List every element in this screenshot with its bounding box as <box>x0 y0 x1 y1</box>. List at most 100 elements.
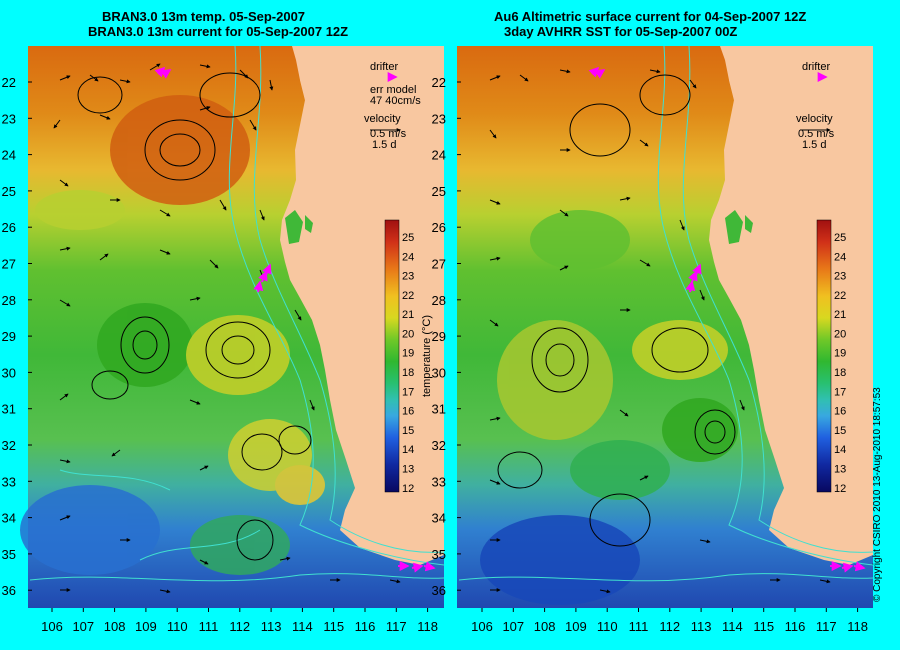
right-legend-drifter: drifter <box>802 61 830 73</box>
left-land <box>280 46 444 565</box>
right-title-line1: Au6 Altimetric surface current for 04-Se… <box>494 9 807 24</box>
lon-tick-label: 110 <box>597 619 618 634</box>
lat-tick-label: 30 <box>2 365 16 380</box>
colorbar-tick-label: 21 <box>834 309 846 321</box>
left-colorbar-gradient <box>384 219 400 493</box>
colorbar-tick-label: 24 <box>834 251 846 263</box>
right-sst-patches <box>480 210 738 605</box>
right-lat-axis: 22 23 24 25 26 27 28 29 30 31 32 33 34 35 36 <box>432 75 461 598</box>
right-colorbar-ticks: 25 24 23 22 21 20 19 18 17 16 15 14 13 12 <box>834 232 846 495</box>
lon-tick-label: 115 <box>323 619 344 634</box>
colorbar-tick-label: 22 <box>402 290 414 302</box>
right-contours <box>458 45 874 582</box>
lat-tick-label: 31 <box>432 402 446 417</box>
left-legend-drifter: drifter <box>370 61 398 73</box>
lat-tick-label: 34 <box>432 511 446 526</box>
lat-tick-label: 27 <box>432 257 446 272</box>
colorbar-tick-label: 15 <box>834 425 846 437</box>
lon-tick-label: 108 <box>534 619 556 634</box>
left-legend-err-model: err model <box>370 84 416 96</box>
lat-tick-label: 26 <box>2 220 16 235</box>
lon-tick-label: 117 <box>386 619 407 634</box>
lon-tick-label: 113 <box>261 619 282 634</box>
lat-tick-label: 23 <box>2 111 16 126</box>
lat-tick-label: 22 <box>2 75 16 90</box>
lat-tick-label: 33 <box>2 474 16 489</box>
left-legend-velocity: velocity <box>364 113 401 125</box>
lat-tick-label: 28 <box>2 293 16 308</box>
colorbar-tick-label: 13 <box>402 463 414 475</box>
lat-tick-label: 32 <box>432 438 446 453</box>
lon-tick-label: 106 <box>41 619 63 634</box>
colorbar-tick-label: 23 <box>834 271 846 283</box>
right-islands <box>725 210 753 244</box>
right-map-panel <box>457 45 874 608</box>
left-legend-velocity-time: 1.5 d <box>372 139 396 151</box>
right-drifters <box>588 66 866 573</box>
colorbar-tick-label: 21 <box>402 309 414 321</box>
lat-tick-label: 36 <box>2 583 16 598</box>
colorbar-tick-label: 12 <box>402 483 414 495</box>
colorbar-tick-label: 20 <box>834 328 846 340</box>
left-contours <box>29 45 445 582</box>
left-drifters <box>154 66 436 573</box>
lat-tick-label: 22 <box>432 75 446 90</box>
right-legend: drifter velocity 0.5 m/s 1.5 d <box>796 61 835 151</box>
lon-tick-label: 110 <box>167 619 188 634</box>
left-map-panel <box>20 45 445 608</box>
lat-tick-label: 35 <box>2 547 16 562</box>
right-colorbar-gradient <box>816 219 832 493</box>
colorbar-tick-label: 25 <box>834 232 846 244</box>
colorbar-tick-label: 16 <box>834 406 846 418</box>
left-title-line2: BRAN3.0 13m current for 05-Sep-2007 12Z <box>88 24 349 39</box>
colorbar-tick-label: 12 <box>834 483 846 495</box>
lon-tick-label: 118 <box>847 619 868 634</box>
colorbar-tick-label: 18 <box>834 367 846 379</box>
colorbar-tick-label: 23 <box>402 271 414 283</box>
left-lat-axis: 22 23 24 25 26 27 28 29 30 31 32 33 34 35 36 <box>2 75 32 598</box>
colorbar-tick-label: 25 <box>402 232 414 244</box>
lat-tick-label: 36 <box>432 583 446 598</box>
right-current-field <box>489 69 831 594</box>
left-title-line1: BRAN3.0 13m temp. 05-Sep-2007 <box>102 9 306 24</box>
left-sst-patches <box>20 95 325 575</box>
right-land <box>709 46 873 565</box>
lat-tick-label: 35 <box>432 547 446 562</box>
lat-tick-label: 30 <box>432 365 446 380</box>
left-land-patch <box>300 46 330 100</box>
right-colorbar: 25 24 23 22 21 20 19 18 17 16 15 14 13 12 <box>816 219 846 495</box>
lon-tick-label: 106 <box>471 619 493 634</box>
colorbar-tick-label: 17 <box>834 386 846 398</box>
left-legend: drifter err model 47 40cm/s velocity 0.5… <box>364 61 421 151</box>
lon-tick-label: 113 <box>691 619 712 634</box>
left-legend-velocity-scale: 0.5 m/s <box>370 128 407 140</box>
colorbar-tick-label: 17 <box>402 386 414 398</box>
lon-tick-label: 112 <box>229 619 250 634</box>
colorbar-tick-label: 14 <box>834 444 846 456</box>
lat-tick-label: 29 <box>432 329 446 344</box>
colorbar-tick-label: 19 <box>402 348 414 360</box>
lon-tick-label: 115 <box>753 619 774 634</box>
lon-tick-label: 108 <box>104 619 126 634</box>
colorbar-tick-label: 14 <box>402 444 414 456</box>
lon-tick-label: 116 <box>355 619 376 634</box>
lat-tick-label: 34 <box>2 511 16 526</box>
colorbar-tick-label: 19 <box>834 348 846 360</box>
left-lon-axis: 106 107 108 109 110 111 112 113 114 115 116 117 118 <box>41 608 438 634</box>
colorbar-tick-label: 24 <box>402 251 414 263</box>
colorbar-tick-label: 13 <box>834 463 846 475</box>
right-legend-velocity: velocity <box>796 113 833 125</box>
colorbar-tick-label: 15 <box>402 425 414 437</box>
left-colorbar-label: temperature (°C) <box>421 315 433 397</box>
colorbar-tick-label: 22 <box>834 290 846 302</box>
lat-tick-label: 25 <box>2 184 16 199</box>
colorbar-tick-label: 18 <box>402 367 414 379</box>
lat-tick-label: 26 <box>432 220 446 235</box>
left-legend-err-model-value: 47 40cm/s <box>370 95 421 107</box>
lat-tick-label: 24 <box>2 148 16 163</box>
right-lon-axis: 106 107 108 109 110 111 112 113 114 115 116 117 118 <box>471 608 868 634</box>
lon-tick-label: 114 <box>722 619 743 634</box>
left-colorbar-ticks: 25 24 23 22 21 20 19 18 17 16 15 14 13 12 <box>402 232 414 495</box>
lat-tick-label: 27 <box>2 257 16 272</box>
right-legend-velocity-time: 1.5 d <box>802 139 826 151</box>
